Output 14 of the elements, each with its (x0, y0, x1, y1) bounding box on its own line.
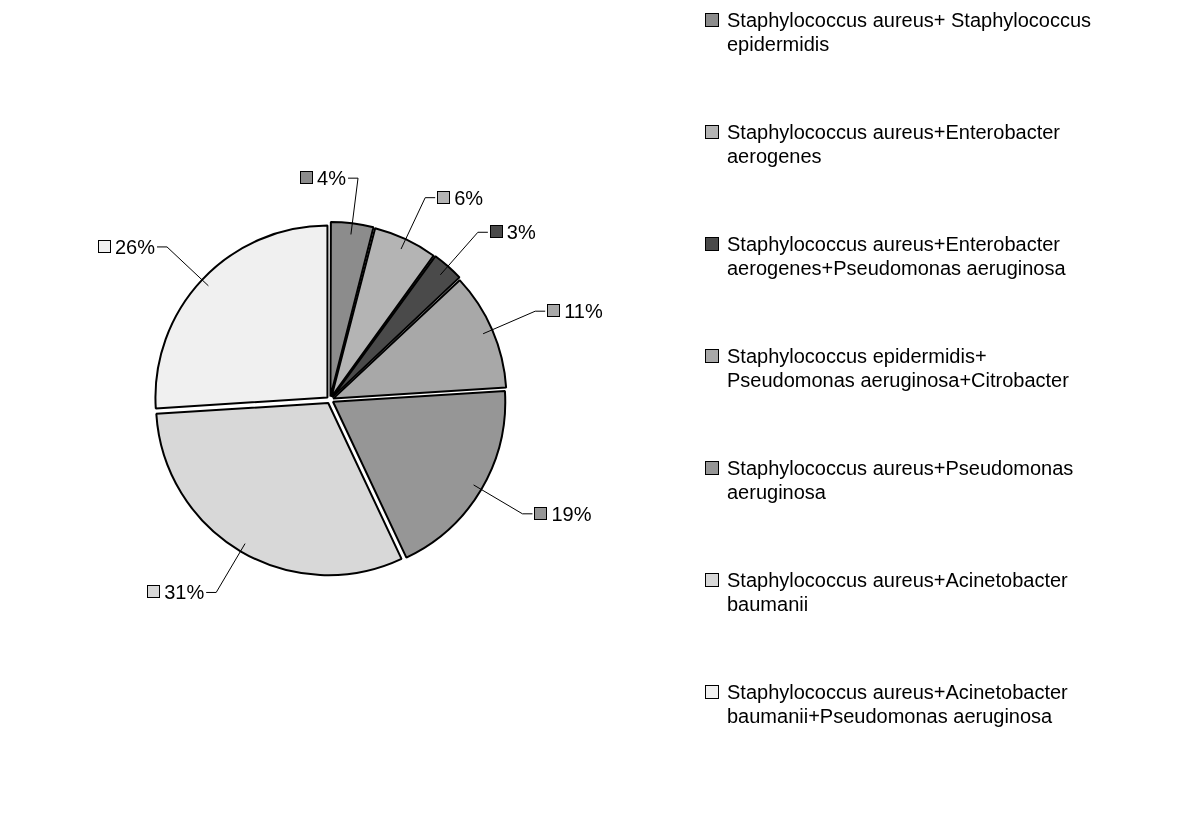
data-label: 31% (164, 581, 205, 604)
legend-label: Staphylococcus aureus+Enterobacter aerogenes+Pseudomonas aeruginosa (726, 232, 1067, 280)
data-label: 6% (454, 186, 484, 209)
data-label: 3% (506, 221, 536, 244)
data-label: 4% (317, 167, 346, 190)
legend-label: Staphylococcus aureus+Acinetobacter baumanii (726, 568, 1069, 616)
legend-label: Staphylococcus aureus+Acinetobacter baumanii+Pseudomonas aeruginosa (726, 680, 1069, 728)
data-label: 26% (115, 235, 156, 258)
legend-label: Staphylococcus aureus+ Staphylococcus epidermidis (726, 8, 1093, 56)
legend-label: Staphylococcus aureus+Enterobacter aerogenes (726, 120, 1061, 168)
data-label: 19% (551, 502, 592, 525)
legend-label: Staphylococcus epidermidis+ Pseudomonas aeruginosa+Citrobacter (726, 344, 1070, 392)
data-label: 11% (564, 300, 603, 323)
legend-label: Staphylococcus aureus+Pseudomonas aeruginosa (726, 456, 1075, 504)
